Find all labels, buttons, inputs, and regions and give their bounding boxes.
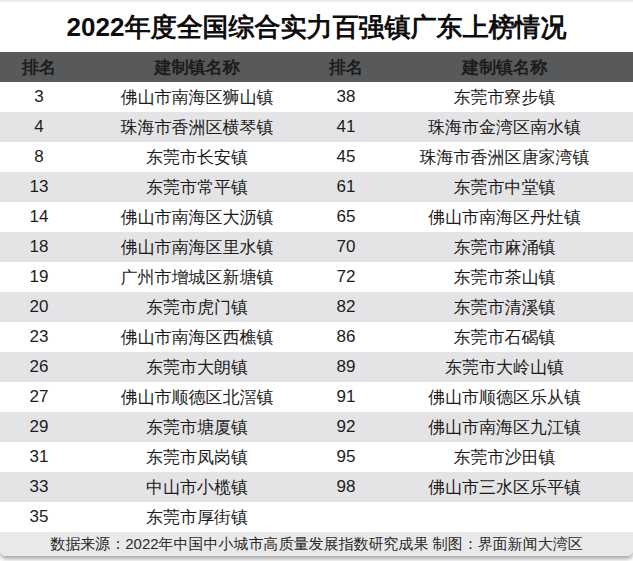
rank-cell-left: 35 xyxy=(0,507,78,527)
rank-cell-left: 31 xyxy=(0,447,78,467)
table-row: 20 东莞市虎门镇 82 东莞市清溪镇 xyxy=(0,292,633,322)
table-row: 23 佛山市南海区西樵镇 86 东莞市石碣镇 xyxy=(0,322,633,352)
table-row: 33 中山市小榄镇 98 佛山市三水区乐平镇 xyxy=(0,472,633,502)
rank-cell-left: 29 xyxy=(0,417,78,437)
town-cell-right: 佛山市三水区乐平镇 xyxy=(376,476,633,499)
table-row: 26 东莞市大朗镇 89 东莞市大岭山镇 xyxy=(0,352,633,382)
rank-cell-right: 95 xyxy=(316,447,376,467)
table-row: 29 东莞市塘厦镇 92 佛山市南海区九江镇 xyxy=(0,412,633,442)
rank-cell-right: 92 xyxy=(316,417,376,437)
table-row: 31 东莞市凤岗镇 95 东莞市沙田镇 xyxy=(0,442,633,472)
town-cell-left: 东莞市塘厦镇 xyxy=(78,416,316,439)
town-cell-left: 佛山市南海区大沥镇 xyxy=(78,206,316,229)
rank-cell-right: 65 xyxy=(316,207,376,227)
rank-cell-right: 61 xyxy=(316,177,376,197)
town-cell-left: 中山市小榄镇 xyxy=(78,476,316,499)
town-cell-right: 珠海市香洲区唐家湾镇 xyxy=(376,146,633,169)
table-row: 3 佛山市南海区狮山镇 38 东莞市寮步镇 xyxy=(0,82,633,112)
footer-bar: 数据来源：2022年中国中小城市高质量发展指数研究成果 制图：界面新闻大湾区 xyxy=(0,532,633,556)
title-bar: 2022年度全国综合实力百强镇广东上榜情况 xyxy=(0,2,633,52)
town-cell-left: 佛山市南海区西樵镇 xyxy=(78,326,316,349)
table-header-row: 排名 建制镇名称 排名 建制镇名称 xyxy=(0,52,633,82)
rank-cell-left: 13 xyxy=(0,177,78,197)
town-cell-left: 佛山市顺德区北滘镇 xyxy=(78,386,316,409)
rank-cell-right: 70 xyxy=(316,237,376,257)
table-row: 13 东莞市常平镇 61 东莞市中堂镇 xyxy=(0,172,633,202)
rank-cell-right: 41 xyxy=(316,117,376,137)
header-rank-right: 排名 xyxy=(316,56,376,79)
rank-cell-left: 3 xyxy=(0,87,78,107)
town-cell-right: 东莞市中堂镇 xyxy=(376,176,633,199)
table-body: 3 佛山市南海区狮山镇 38 东莞市寮步镇 4 珠海市香洲区横琴镇 41 珠海市… xyxy=(0,82,633,532)
rank-cell-right: 89 xyxy=(316,357,376,377)
rank-cell-right: 45 xyxy=(316,147,376,167)
town-cell-right: 东莞市沙田镇 xyxy=(376,446,633,469)
town-cell-right: 东莞市茶山镇 xyxy=(376,266,633,289)
rank-cell-right: 98 xyxy=(316,477,376,497)
town-cell-left: 东莞市虎门镇 xyxy=(78,296,316,319)
town-cell-right: 佛山市顺德区乐从镇 xyxy=(376,386,633,409)
rank-cell-left: 20 xyxy=(0,297,78,317)
table-row: 27 佛山市顺德区北滘镇 91 佛山市顺德区乐从镇 xyxy=(0,382,633,412)
town-cell-left: 东莞市凤岗镇 xyxy=(78,446,316,469)
rank-cell-right: 38 xyxy=(316,87,376,107)
table-row: 14 佛山市南海区大沥镇 65 佛山市南海区丹灶镇 xyxy=(0,202,633,232)
page-title: 2022年度全国综合实力百强镇广东上榜情况 xyxy=(67,10,567,45)
town-cell-left: 广州市增城区新塘镇 xyxy=(78,266,316,289)
town-cell-right: 东莞市清溪镇 xyxy=(376,296,633,319)
source-note: 数据来源：2022年中国中小城市高质量发展指数研究成果 制图：界面新闻大湾区 xyxy=(50,535,583,554)
rank-cell-right: 91 xyxy=(316,387,376,407)
town-cell-right: 珠海市金湾区南水镇 xyxy=(376,116,633,139)
rank-cell-left: 8 xyxy=(0,147,78,167)
header-town-left: 建制镇名称 xyxy=(78,56,316,79)
table-row: 8 东莞市长安镇 45 珠海市香洲区唐家湾镇 xyxy=(0,142,633,172)
table-row: 4 珠海市香洲区横琴镇 41 珠海市金湾区南水镇 xyxy=(0,112,633,142)
town-cell-right: 佛山市南海区丹灶镇 xyxy=(376,206,633,229)
table-row: 18 佛山市南海区里水镇 70 东莞市麻涌镇 xyxy=(0,232,633,262)
town-cell-right: 东莞市麻涌镇 xyxy=(376,236,633,259)
town-cell-left: 东莞市大朗镇 xyxy=(78,356,316,379)
town-cell-left: 佛山市南海区里水镇 xyxy=(78,236,316,259)
rank-cell-right: 86 xyxy=(316,327,376,347)
rank-cell-left: 33 xyxy=(0,477,78,497)
town-cell-left: 东莞市厚街镇 xyxy=(78,506,316,529)
table-row: 19 广州市增城区新塘镇 72 东莞市茶山镇 xyxy=(0,262,633,292)
rank-cell-left: 23 xyxy=(0,327,78,347)
town-cell-left: 佛山市南海区狮山镇 xyxy=(78,86,316,109)
rank-cell-right: 72 xyxy=(316,267,376,287)
town-cell-left: 东莞市长安镇 xyxy=(78,146,316,169)
town-cell-right: 佛山市南海区九江镇 xyxy=(376,416,633,439)
header-town-right: 建制镇名称 xyxy=(376,56,633,79)
rank-cell-left: 18 xyxy=(0,237,78,257)
rank-cell-left: 26 xyxy=(0,357,78,377)
rank-cell-left: 4 xyxy=(0,117,78,137)
town-cell-right: 东莞市石碣镇 xyxy=(376,326,633,349)
rank-cell-left: 19 xyxy=(0,267,78,287)
infographic-card: 2022年度全国综合实力百强镇广东上榜情况 排名 建制镇名称 排名 建制镇名称 … xyxy=(0,0,633,556)
header-rank-left: 排名 xyxy=(0,56,78,79)
town-cell-right: 东莞市寮步镇 xyxy=(376,86,633,109)
table-row: 35 东莞市厚街镇 xyxy=(0,502,633,532)
town-cell-left: 东莞市常平镇 xyxy=(78,176,316,199)
rank-cell-left: 27 xyxy=(0,387,78,407)
rank-cell-right: 82 xyxy=(316,297,376,317)
town-cell-right: 东莞市大岭山镇 xyxy=(376,356,633,379)
town-cell-left: 珠海市香洲区横琴镇 xyxy=(78,116,316,139)
rank-cell-left: 14 xyxy=(0,207,78,227)
